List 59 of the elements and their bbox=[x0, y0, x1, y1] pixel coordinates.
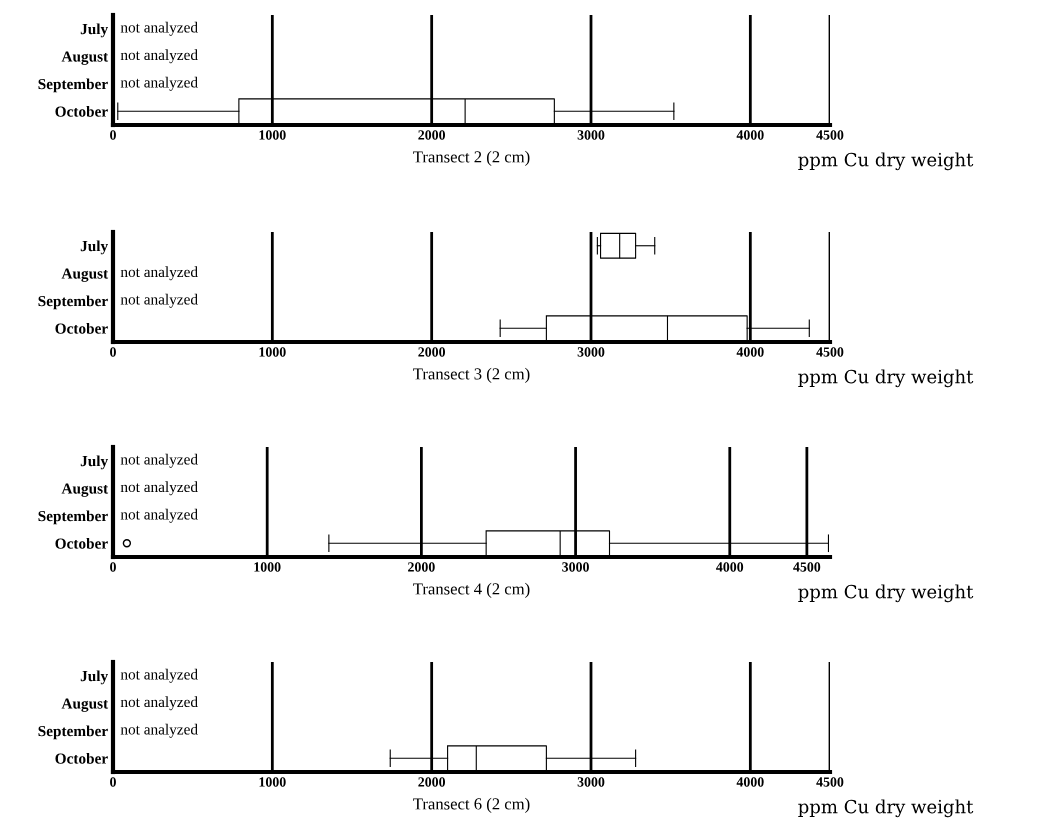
annotation: not analyzed bbox=[120, 453, 198, 468]
x-axis-title: Transect 4 (2 cm) bbox=[413, 582, 530, 598]
text: ppm Cu dry weight bbox=[798, 152, 974, 171]
x-tick-label: 0 bbox=[110, 562, 116, 572]
y-tick-label: July bbox=[80, 455, 108, 470]
annotation: not analyzed bbox=[120, 21, 198, 36]
y-tick-label: August bbox=[61, 51, 109, 65]
x-tick-label: 2000 bbox=[408, 562, 435, 572]
x-tick-label: 4500 bbox=[816, 777, 844, 787]
y-tick-label: October bbox=[55, 105, 108, 117]
x-tick-label: 4500 bbox=[816, 130, 844, 140]
x-tick-label: 1000 bbox=[254, 562, 281, 572]
x-tick-label: 3000 bbox=[577, 777, 605, 787]
x-tick-label: 0 bbox=[110, 777, 116, 787]
y-tick-label: September bbox=[38, 510, 108, 525]
x-tick-label: 4500 bbox=[816, 347, 844, 357]
annotation: not analyzed bbox=[120, 723, 198, 738]
text: ppm Cu dry weight bbox=[798, 369, 974, 388]
x-tick-label: 4000 bbox=[736, 130, 764, 140]
x-tick-label: 2000 bbox=[418, 347, 446, 357]
x-axis-title: Transect 6 (2 cm) bbox=[413, 797, 530, 813]
y-tick-label: July bbox=[80, 23, 108, 38]
y-tick-label: October bbox=[55, 752, 108, 764]
text: ppm Cu dry weight bbox=[798, 584, 974, 603]
x-tick-label: 4000 bbox=[736, 347, 764, 357]
annotation: not analyzed bbox=[120, 293, 198, 308]
y-tick-label: August bbox=[61, 698, 109, 712]
annotation: not analyzed bbox=[120, 668, 198, 683]
x-tick-label: 4500 bbox=[793, 562, 821, 572]
y-tick-label: September bbox=[38, 78, 108, 93]
x-tick-label: 1000 bbox=[259, 347, 286, 357]
y-tick-label: September bbox=[38, 725, 108, 740]
x-tick-label: 0 bbox=[110, 130, 116, 140]
y-tick-label: July bbox=[80, 670, 108, 685]
x-tick-label: 2000 bbox=[418, 130, 446, 140]
x-tick-label: 3000 bbox=[562, 562, 589, 572]
y-tick-label: August bbox=[61, 268, 109, 282]
x-tick-label: 1000 bbox=[259, 130, 286, 140]
annotation: not analyzed bbox=[120, 508, 198, 523]
x-tick-label: 4000 bbox=[716, 562, 744, 572]
text: ppm Cu dry weight bbox=[798, 799, 974, 818]
x-axis-title: Transect 2 (2 cm) bbox=[413, 150, 530, 166]
x-axis-title: Transect 3 (2 cm) bbox=[413, 367, 530, 383]
annotation: not analyzed bbox=[120, 266, 198, 281]
annotation: not analyzed bbox=[120, 481, 198, 496]
annotation: not analyzed bbox=[120, 696, 198, 711]
x-tick-label: 1000 bbox=[259, 777, 286, 787]
x-tick-label: 3000 bbox=[577, 130, 605, 140]
y-tick-label: October bbox=[55, 537, 108, 549]
x-tick-label: 3000 bbox=[577, 347, 605, 357]
y-tick-label: September bbox=[38, 295, 108, 310]
x-tick-label: 4000 bbox=[736, 777, 764, 787]
annotation: not analyzed bbox=[120, 76, 198, 91]
x-tick-label: 0 bbox=[110, 347, 116, 357]
x-tick-label: 2000 bbox=[418, 777, 446, 787]
y-tick-label: October bbox=[55, 322, 108, 334]
y-tick-label: July bbox=[80, 240, 108, 255]
annotation: not analyzed bbox=[120, 49, 198, 64]
y-tick-label: August bbox=[61, 483, 109, 497]
